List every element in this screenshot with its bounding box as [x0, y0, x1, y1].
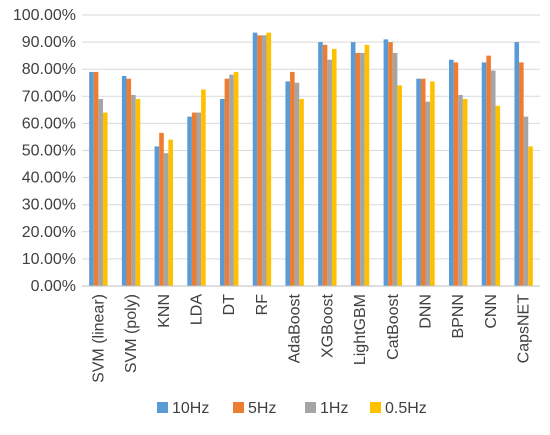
bar-0.5Hz-SVM (linear) [102, 112, 108, 286]
y-tick-label: 20.00% [22, 224, 76, 241]
bar-0.5Hz-DNN [430, 81, 435, 287]
bar-10Hz-CNN [481, 62, 487, 286]
bars [89, 32, 533, 287]
bar-10Hz-LightGBM [350, 42, 356, 286]
legend-label: 5Hz [248, 400, 276, 417]
bar-0.5Hz-CNN [495, 105, 501, 286]
bar-5Hz-DNN [420, 78, 426, 286]
bar-0.5Hz-LDA [201, 89, 206, 287]
y-axis: 0.00% 10.00% 20.00% 30.00% 40.00% 50.00% 60.00… [13, 7, 76, 295]
bar-5Hz-SVM (poly) [126, 78, 132, 286]
x-tick-label: XGBoost [319, 293, 336, 358]
legend-swatch [305, 402, 316, 413]
legend: 10Hz 5Hz 1Hz 0.5Hz [157, 400, 427, 417]
bar-1Hz-CapsNET [523, 116, 529, 286]
y-tick-label: 40.00% [22, 170, 76, 187]
bar-10Hz-CapsNET [514, 42, 520, 286]
bar-5Hz-BPNN [453, 62, 459, 286]
bar-1Hz-SVM (poly) [131, 94, 136, 286]
legend-label: 10Hz [172, 400, 209, 417]
bar-10Hz-RF [252, 32, 258, 286]
bar-0.5Hz-BPNN [462, 99, 468, 286]
bar-0.5Hz-AdaBoost [299, 99, 304, 286]
x-tick-label: CatBoost [385, 293, 402, 359]
bar-1Hz-AdaBoost [294, 82, 300, 286]
y-tick-label: 60.00% [22, 115, 76, 132]
bar-0.5Hz-CapsNET [528, 146, 533, 286]
y-tick-label: 90.00% [22, 34, 76, 51]
x-tick-label: DNN [418, 294, 435, 329]
x-tick-label: CNN [483, 294, 500, 329]
bar-0.5Hz-XGBoost [331, 48, 337, 286]
bar-10Hz-DT [220, 99, 225, 286]
bar-10Hz-KNN [154, 146, 160, 286]
bar-1Hz-RF [261, 35, 267, 287]
bar-1Hz-LDA [196, 112, 202, 286]
bar-1Hz-XGBoost [327, 59, 332, 287]
bar-0.5Hz-KNN [168, 139, 173, 286]
bar-1Hz-BPNN [458, 94, 463, 286]
bar-0.5Hz-CatBoost [397, 85, 402, 287]
legend-swatch [370, 402, 381, 413]
bar-0.5Hz-DT [233, 71, 239, 286]
x-tick-label: DT [221, 294, 238, 316]
bar-5Hz-CNN [486, 55, 491, 287]
bar-0.5Hz-RF [266, 32, 272, 286]
y-tick-label: 100.00% [13, 7, 76, 24]
legend-label: 1Hz [320, 400, 348, 417]
bar-5Hz-LDA [191, 112, 197, 286]
bar-10Hz-LDA [187, 116, 192, 286]
bar-1Hz-CatBoost [392, 52, 398, 286]
bar-0.5Hz-LightGBM [364, 44, 370, 287]
x-tick-label: SVM (linear) [90, 294, 107, 383]
bar-1Hz-KNN [163, 153, 169, 286]
bar-10Hz-BPNN [449, 59, 454, 287]
bar-10Hz-SVM (linear) [89, 71, 94, 286]
x-tick-label: LDA [189, 294, 206, 325]
x-tick-label: SVM (poly) [123, 294, 140, 373]
bar-1Hz-DT [229, 74, 234, 287]
y-tick-label: 70.00% [22, 88, 76, 105]
bar-10Hz-AdaBoost [285, 81, 291, 287]
gridlines [82, 14, 540, 260]
bar-5Hz-CatBoost [388, 42, 393, 286]
bar-5Hz-LightGBM [355, 52, 361, 286]
x-tick-label: RF [254, 294, 271, 316]
bar-10Hz-SVM (poly) [121, 75, 127, 286]
x-tick-label: LightGBM [352, 294, 369, 365]
bar-5Hz-XGBoost [322, 44, 328, 287]
bar-5Hz-CapsNET [519, 62, 524, 286]
x-tick-label: BPNN [450, 294, 467, 338]
legend-swatch [233, 402, 244, 413]
bar-5Hz-KNN [159, 132, 164, 286]
x-tick-label: AdaBoost [287, 293, 304, 363]
bar-10Hz-DNN [416, 78, 421, 286]
bar-10Hz-CatBoost [383, 39, 389, 286]
y-tick-label: 30.00% [22, 197, 76, 214]
y-tick-label: 10.00% [22, 251, 76, 268]
x-tick-label: KNN [156, 294, 173, 328]
bar-5Hz-DT [224, 78, 230, 286]
bar-1Hz-DNN [425, 101, 431, 286]
y-tick-label: 80.00% [22, 61, 76, 78]
bar-5Hz-SVM (linear) [93, 71, 99, 286]
bar-1Hz-CNN [490, 70, 496, 287]
bar-0.5Hz-SVM (poly) [135, 99, 141, 286]
legend-swatch [157, 402, 168, 413]
bar-1Hz-LightGBM [360, 52, 365, 286]
x-axis: SVM (linear) SVM (poly) KNN LDA DT RF AdaBoost… [82, 285, 540, 383]
legend-label: 0.5Hz [385, 400, 427, 417]
bar-10Hz-XGBoost [318, 42, 323, 286]
bar-5Hz-AdaBoost [290, 71, 295, 286]
y-tick-label: 0.00% [31, 278, 76, 295]
bar-5Hz-RF [257, 35, 262, 287]
y-tick-label: 50.00% [22, 143, 76, 160]
bar-1Hz-SVM (linear) [98, 99, 103, 286]
x-tick-label: CapsNET [516, 294, 533, 364]
